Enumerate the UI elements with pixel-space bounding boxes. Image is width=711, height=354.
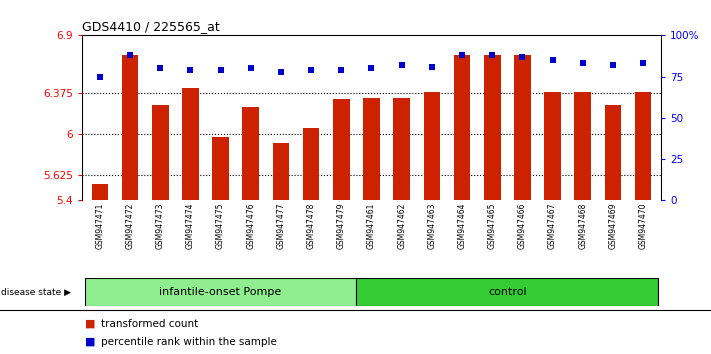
Bar bbox=[213, 137, 229, 200]
Bar bbox=[333, 99, 350, 200]
Text: GSM947469: GSM947469 bbox=[609, 202, 617, 249]
Bar bbox=[242, 107, 259, 200]
Bar bbox=[85, 279, 356, 306]
Bar bbox=[182, 88, 198, 200]
Bar bbox=[152, 104, 169, 200]
Text: GSM947473: GSM947473 bbox=[156, 202, 165, 249]
Text: GSM947476: GSM947476 bbox=[246, 202, 255, 249]
Bar bbox=[635, 92, 651, 200]
Bar bbox=[356, 279, 658, 306]
Text: control: control bbox=[488, 287, 527, 297]
Text: disease state ▶: disease state ▶ bbox=[1, 287, 71, 297]
Text: ■: ■ bbox=[85, 337, 96, 347]
Bar bbox=[92, 184, 108, 200]
Text: GSM947472: GSM947472 bbox=[126, 202, 134, 249]
Text: GSM947479: GSM947479 bbox=[337, 202, 346, 249]
Bar bbox=[424, 92, 440, 200]
Text: GSM947462: GSM947462 bbox=[397, 202, 406, 249]
Bar bbox=[363, 98, 380, 200]
Bar bbox=[514, 55, 530, 200]
Text: GSM947461: GSM947461 bbox=[367, 202, 376, 249]
Bar bbox=[454, 55, 471, 200]
Text: ■: ■ bbox=[85, 319, 96, 329]
Text: GSM947463: GSM947463 bbox=[427, 202, 437, 249]
Bar bbox=[484, 55, 501, 200]
Bar bbox=[272, 143, 289, 200]
Text: GSM947477: GSM947477 bbox=[277, 202, 285, 249]
Bar bbox=[604, 104, 621, 200]
Text: GSM947468: GSM947468 bbox=[578, 202, 587, 249]
Bar bbox=[545, 92, 561, 200]
Bar bbox=[122, 55, 139, 200]
Text: percentile rank within the sample: percentile rank within the sample bbox=[101, 337, 277, 347]
Text: GSM947465: GSM947465 bbox=[488, 202, 497, 249]
Text: GSM947471: GSM947471 bbox=[95, 202, 105, 249]
Text: GSM947478: GSM947478 bbox=[306, 202, 316, 249]
Text: GSM947467: GSM947467 bbox=[548, 202, 557, 249]
Text: GDS4410 / 225565_at: GDS4410 / 225565_at bbox=[82, 20, 220, 33]
Bar bbox=[393, 98, 410, 200]
Text: GSM947475: GSM947475 bbox=[216, 202, 225, 249]
Text: GSM947470: GSM947470 bbox=[638, 202, 648, 249]
Text: infantile-onset Pompe: infantile-onset Pompe bbox=[159, 287, 282, 297]
Text: GSM947474: GSM947474 bbox=[186, 202, 195, 249]
Text: transformed count: transformed count bbox=[101, 319, 198, 329]
Text: GSM947464: GSM947464 bbox=[458, 202, 466, 249]
Bar bbox=[303, 127, 319, 200]
Bar bbox=[574, 92, 591, 200]
Text: GSM947466: GSM947466 bbox=[518, 202, 527, 249]
